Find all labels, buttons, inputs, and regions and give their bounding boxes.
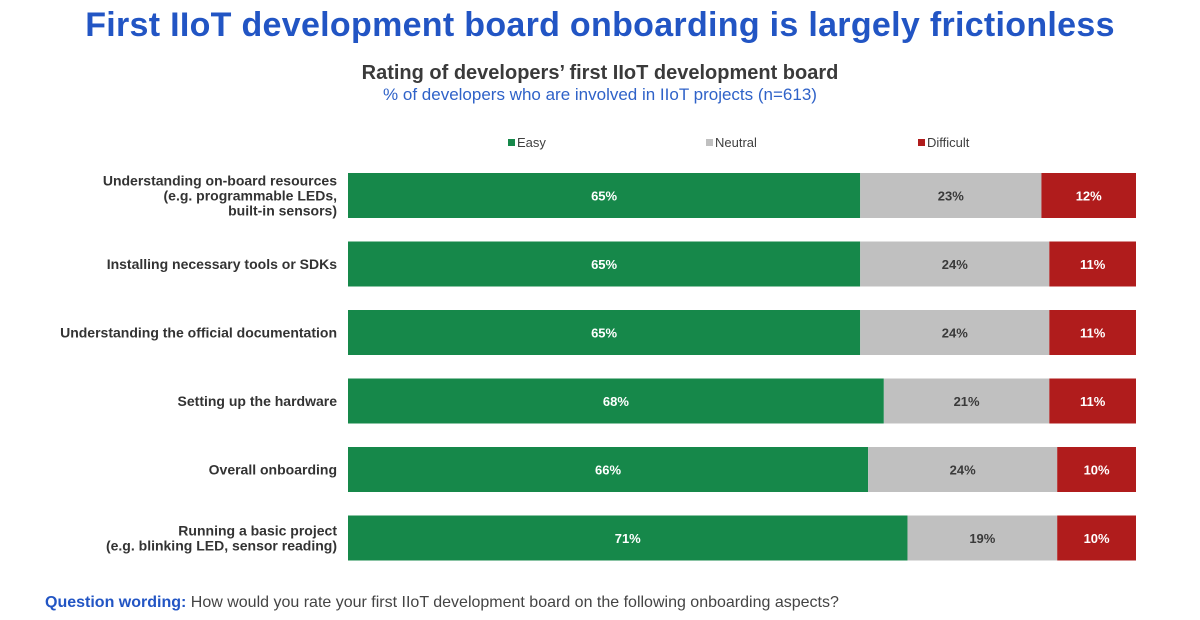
bar-segment-difficult bbox=[1049, 241, 1136, 287]
data-label-neutral: 24% bbox=[950, 463, 976, 478]
legend-item-easy: Easy bbox=[508, 135, 546, 150]
category-label: Running a basic project (e.g. blinking LE… bbox=[106, 523, 337, 554]
category-label: Understanding the official documentation bbox=[60, 325, 337, 341]
category-label-line: Installing necessary tools or SDKs bbox=[107, 256, 338, 272]
legend-swatch-easy bbox=[508, 139, 515, 146]
category-label-line: built-in sensors) bbox=[228, 203, 337, 219]
category-label-line: Overall onboarding bbox=[209, 462, 337, 478]
bar-segment-neutral bbox=[907, 515, 1058, 561]
legend-swatch-neutral bbox=[706, 139, 713, 146]
bar-segment-easy bbox=[348, 241, 861, 287]
data-label-neutral: 24% bbox=[942, 326, 968, 341]
bar-segment-easy bbox=[348, 310, 861, 355]
category-label-line: Understanding on-board resources bbox=[103, 173, 337, 189]
data-label-difficult: 11% bbox=[1080, 257, 1106, 272]
category-label-line: (e.g. programmable LEDs, bbox=[164, 188, 337, 204]
data-label-neutral: 24% bbox=[942, 257, 968, 272]
legend-swatch-difficult bbox=[918, 139, 925, 146]
bar-segment-difficult bbox=[1049, 310, 1136, 355]
data-label-difficult: 10% bbox=[1084, 463, 1110, 478]
question-wording-label: Question wording: bbox=[45, 594, 187, 611]
data-label-neutral: 21% bbox=[954, 394, 980, 409]
bar-segment-neutral bbox=[868, 447, 1058, 492]
legend-item-neutral: Neutral bbox=[706, 135, 757, 150]
bar-segment-neutral bbox=[883, 378, 1050, 424]
legend-label-difficult: Difficult bbox=[927, 135, 970, 150]
data-label-easy: 68% bbox=[603, 394, 629, 409]
bar-segment-neutral bbox=[860, 310, 1050, 355]
bar-segment-difficult bbox=[1057, 447, 1136, 492]
legend-item-difficult: Difficult bbox=[918, 135, 969, 150]
category-label: Installing necessary tools or SDKs bbox=[107, 256, 338, 272]
category-label-line: Setting up the hardware bbox=[178, 393, 338, 409]
category-label: Understanding on-board resources (e.g. pr… bbox=[103, 173, 337, 219]
bar-segment-neutral bbox=[860, 173, 1042, 218]
category-label-line: (e.g. blinking LED, sensor reading) bbox=[106, 538, 337, 554]
chart-title: Rating of developers’ first IIoT develop… bbox=[361, 62, 839, 84]
data-label-neutral: 19% bbox=[969, 531, 995, 546]
data-label-easy: 71% bbox=[615, 531, 641, 546]
bar-segment-easy bbox=[348, 378, 884, 424]
question-wording-text: How would you rate your first IIoT devel… bbox=[186, 594, 839, 611]
bar-segment-difficult bbox=[1041, 173, 1136, 218]
data-label-difficult: 10% bbox=[1084, 531, 1110, 546]
bar-segment-easy bbox=[348, 173, 861, 218]
data-label-neutral: 23% bbox=[938, 189, 964, 204]
bar-segment-easy bbox=[348, 515, 908, 561]
legend-label-easy: Easy bbox=[517, 135, 546, 150]
bar-segment-neutral bbox=[860, 241, 1050, 287]
legend-label-neutral: Neutral bbox=[715, 135, 757, 150]
data-label-easy: 66% bbox=[595, 463, 621, 478]
data-label-difficult: 11% bbox=[1080, 394, 1106, 409]
chart-subtitle: % of developers who are involved in IIoT… bbox=[383, 85, 817, 104]
data-label-easy: 65% bbox=[591, 257, 617, 272]
data-label-easy: 65% bbox=[591, 189, 617, 204]
category-label: Overall onboarding bbox=[209, 462, 337, 478]
data-label-easy: 65% bbox=[591, 326, 617, 341]
bar-segment-difficult bbox=[1049, 378, 1136, 424]
category-label-line: Understanding the official documentation bbox=[60, 325, 337, 341]
category-label-line: Running a basic project bbox=[178, 523, 337, 539]
question-wording: Question wording: How would you rate you… bbox=[45, 594, 839, 612]
page-title: First IIoT development board onboarding … bbox=[85, 6, 1115, 44]
bar-segment-difficult bbox=[1057, 515, 1136, 561]
data-label-difficult: 11% bbox=[1080, 326, 1106, 341]
data-label-difficult: 12% bbox=[1076, 189, 1102, 204]
bar-segment-easy bbox=[348, 447, 869, 492]
category-label: Setting up the hardware bbox=[178, 393, 338, 409]
